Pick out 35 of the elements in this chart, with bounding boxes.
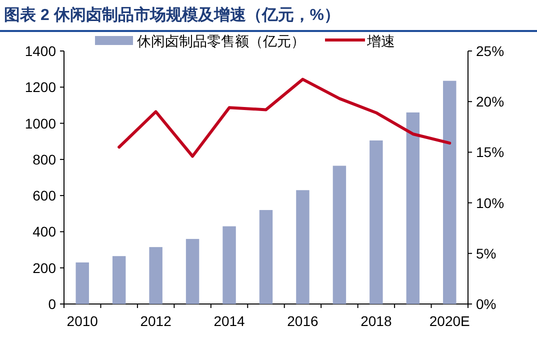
x-tick-label: 2012 — [140, 313, 172, 329]
bar — [186, 238, 200, 304]
bar — [259, 210, 273, 304]
y-tick-label: 200 — [32, 260, 56, 276]
y-tick-label: 1400 — [24, 43, 56, 59]
y-tick-label: 400 — [32, 224, 56, 240]
bar — [332, 166, 346, 304]
bar — [222, 226, 236, 304]
x-tick-label: 2010 — [66, 313, 98, 329]
bar — [406, 112, 420, 304]
x-tick-label: 2016 — [287, 313, 319, 329]
legend-label: 休闲卤制品零售额（亿元） — [137, 33, 305, 49]
bar — [112, 256, 126, 304]
y-tick-label: 800 — [32, 151, 56, 168]
y2-tick-label: 5% — [476, 245, 496, 262]
bar — [296, 190, 310, 304]
y2-tick-label: 10% — [476, 194, 504, 211]
legend-label: 增速 — [366, 33, 395, 49]
y-tick-label: 600 — [32, 188, 56, 204]
x-tick-label: 2020E — [429, 313, 470, 329]
bar — [76, 262, 89, 304]
y2-tick-label: 20% — [476, 94, 504, 110]
y-tick-label: 1000 — [24, 115, 56, 132]
chart-title: 图表 2 休闲卤制品市场规模及增速（亿元，%） — [4, 6, 340, 24]
x-tick-label: 2018 — [360, 313, 392, 329]
y2-tick-label: 25% — [476, 43, 504, 59]
y2-tick-label: 15% — [476, 144, 504, 160]
y2-tick-label: 0% — [476, 296, 496, 312]
bar — [149, 247, 162, 304]
y-tick-label: 1200 — [24, 79, 56, 96]
bar — [370, 140, 383, 304]
bar — [443, 80, 456, 304]
x-tick-label: 2014 — [214, 313, 246, 329]
line-series — [118, 78, 452, 158]
y-tick-label: 0 — [48, 296, 56, 312]
